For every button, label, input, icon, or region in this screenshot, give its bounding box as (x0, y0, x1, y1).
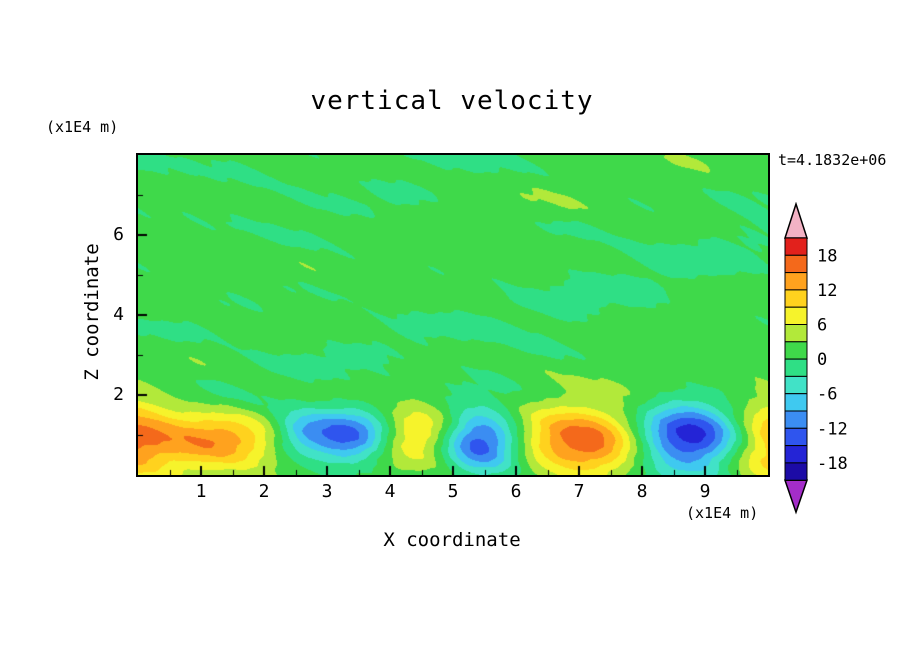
colorbar-segment (784, 254, 808, 274)
x-tick-label: 6 (510, 481, 522, 502)
colorbar-tick-label: -12 (817, 419, 848, 439)
colorbar-segment (784, 324, 808, 343)
x-tick-label: 4 (384, 481, 396, 502)
y-axis-unit-label: (x1E4 m) (46, 118, 119, 136)
colorbar-segment (784, 341, 808, 360)
y-axis-title: Z coordinate (81, 243, 103, 381)
x-tick-label: 3 (321, 481, 333, 502)
colorbar-segment (784, 445, 808, 464)
colorbar-tick-label: 18 (817, 246, 837, 266)
colorbar-segment (784, 410, 808, 429)
x-axis-unit-label: (x1E4 m) (686, 504, 759, 522)
x-tick-label: 1 (195, 481, 207, 502)
colorbar-tick-label: 0 (817, 350, 827, 370)
colorbar-tick-label: 6 (817, 316, 827, 336)
colorbar-tick-label: 12 (817, 281, 837, 301)
colorbar-segment (784, 462, 808, 481)
colorbar-over-arrow (783, 202, 809, 239)
colorbar-segment (784, 393, 808, 412)
colorbar-tick-label: -6 (817, 385, 837, 405)
colorbar-segment (784, 237, 808, 256)
contour-canvas (138, 155, 768, 475)
colorbar-segment (784, 306, 808, 325)
plot-area (136, 153, 770, 477)
colorbar-under-arrow (783, 479, 809, 515)
z-tick-label: 2 (113, 384, 124, 405)
z-tick-label: 6 (113, 224, 124, 245)
time-annotation: t=4.1832e+06 (778, 151, 887, 169)
x-axis-title: X coordinate (383, 529, 521, 551)
x-tick-label: 5 (447, 481, 459, 502)
colorbar: 18 12 6 0 -6 -12 -18 (783, 202, 848, 515)
colorbar-segment (784, 375, 808, 395)
x-tick-label: 9 (699, 481, 711, 502)
colorbar-segment (784, 272, 808, 291)
colorbar-segment (784, 427, 808, 447)
x-tick-label: 8 (636, 481, 648, 502)
colorbar-tick-label: -18 (817, 454, 848, 474)
colorbar-segment (784, 289, 808, 308)
x-tick-label: 7 (573, 481, 585, 502)
plot-title: vertical velocity (310, 86, 594, 116)
colorbar-segment (784, 358, 808, 377)
x-tick-label: 2 (258, 481, 270, 502)
